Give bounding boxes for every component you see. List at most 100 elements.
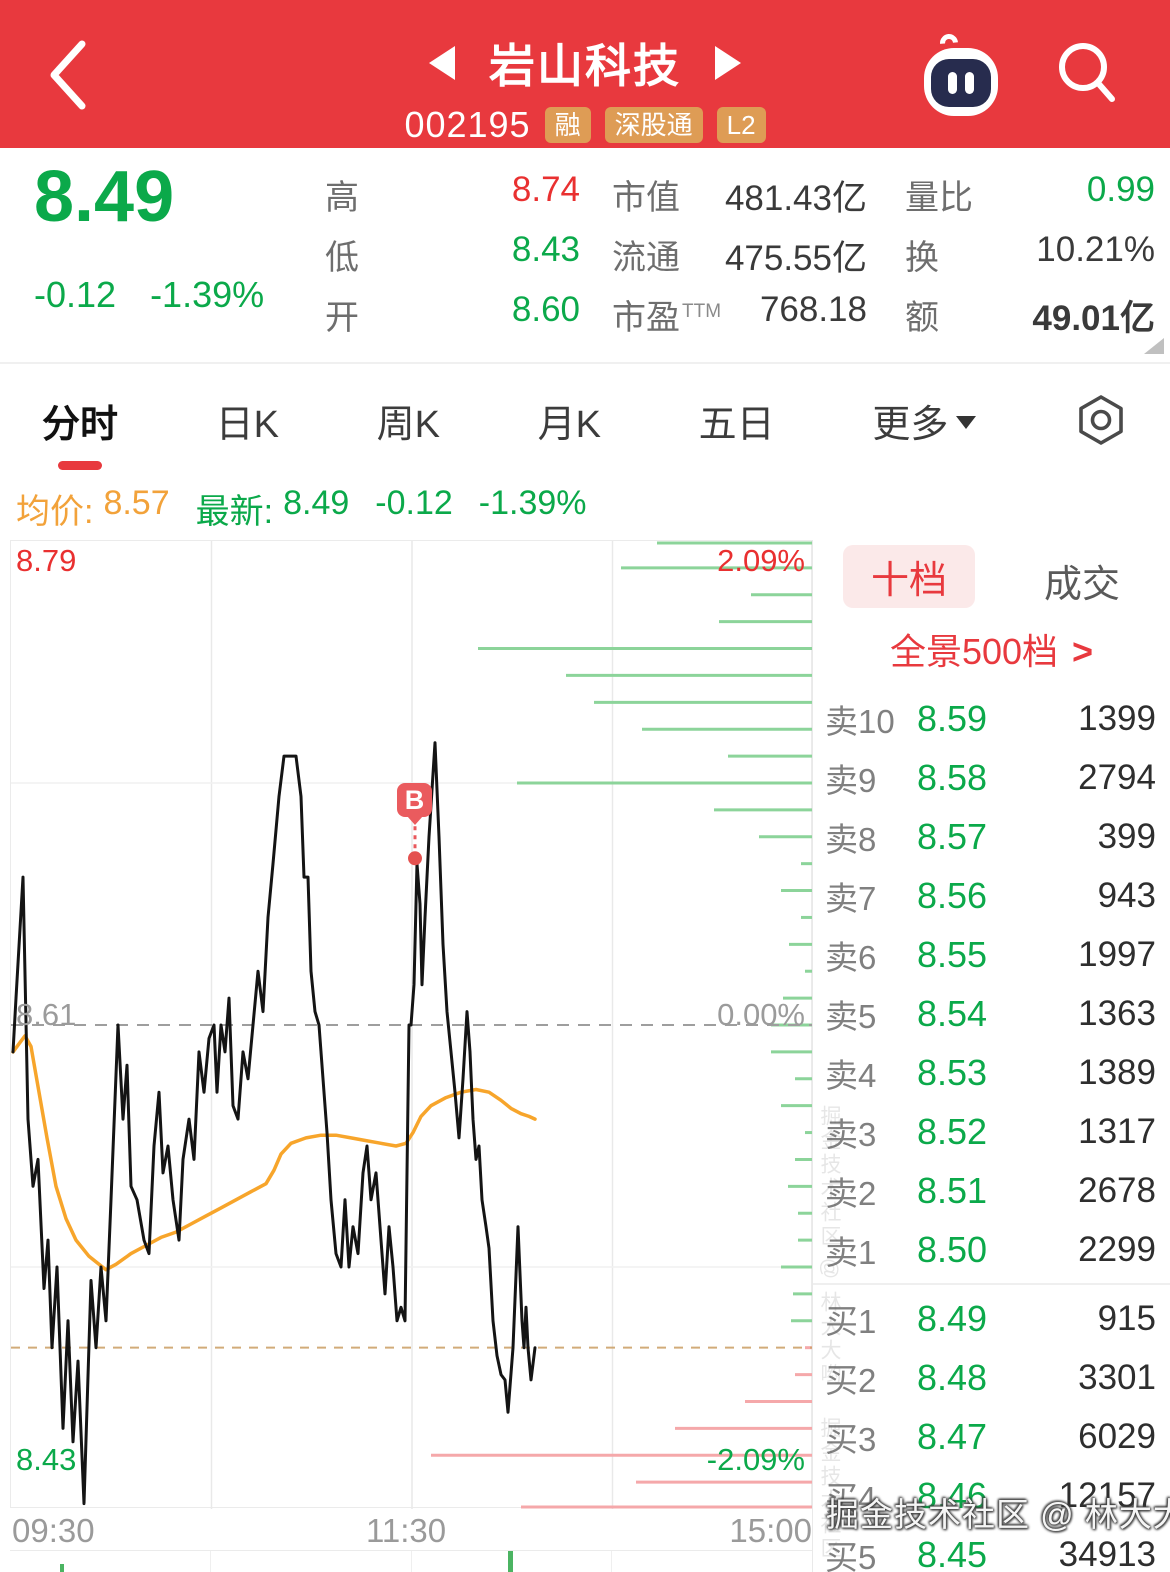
ylabel-high-pct: 2.09% <box>717 543 805 578</box>
order-book-panel: 十档 成交 全景500档 > 卖10 8.59 1399 卖9 8.58 2794 卖8 8.5… <box>812 540 1170 1572</box>
open-label: 开 <box>325 299 359 337</box>
chart-settings-icon[interactable] <box>1074 393 1128 447</box>
expand-stats-handle[interactable] <box>1144 338 1164 354</box>
period-tabs: 分时 日K 周K 月K 五日 更多 <box>0 362 1170 476</box>
intraday-chart[interactable]: 8.79 2.09% 8.61 0.00% 8.43 -2.09% B <box>10 540 813 1509</box>
ylabel-high-price: 8.79 <box>16 543 77 578</box>
ask-level-label: 卖10 <box>825 702 895 740</box>
ask-volume: 2678 <box>1078 1170 1156 1210</box>
bid-row[interactable]: 买2 8.48 3301 <box>813 1348 1170 1407</box>
low-label: 低 <box>325 239 359 277</box>
ask-level-label: 卖4 <box>825 1056 877 1094</box>
ask-volume: 943 <box>1097 875 1156 915</box>
avg-price-text: 均价: 8.57 <box>16 483 170 531</box>
ask-price: 8.50 <box>917 1228 988 1270</box>
top-bar: 岩山科技 002195 融 深股通 L2 <box>0 0 1170 148</box>
time-midday: 11:30 <box>366 1512 447 1549</box>
ask-row[interactable]: 卖3 8.52 1317 <box>813 1102 1170 1161</box>
bid-rows: 买1 8.49 915 买2 8.48 3301 买3 8.47 6029 买4 8.46 12157… <box>813 1289 1170 1572</box>
ask-price: 8.53 <box>917 1051 988 1093</box>
bid-ask-divider <box>813 1283 1170 1285</box>
ask-level-label: 卖7 <box>825 879 877 917</box>
ylabel-mid-price: 8.61 <box>16 997 77 1032</box>
price-change: -0.12 -1.39% <box>34 274 264 316</box>
turnover-value: 10.21% <box>1036 230 1155 269</box>
ask-level-label: 卖1 <box>825 1233 877 1271</box>
assistant-robot-icon[interactable] <box>924 30 998 116</box>
ask-row[interactable]: 卖1 8.50 2299 <box>813 1220 1170 1279</box>
last-price: 8.49 <box>34 157 175 237</box>
ask-volume: 399 <box>1097 816 1156 856</box>
bid-price: 8.49 <box>917 1297 988 1339</box>
ask-level-label: 卖9 <box>825 761 877 799</box>
change-percent: -1.39% <box>150 274 265 315</box>
avg-latest-bar: 均价: 8.57 最新: 8.49 -0.12 -1.39% <box>0 476 1170 540</box>
tab-weekly-k[interactable]: 周K <box>376 403 441 446</box>
title-block: 岩山科技 002195 融 深股通 L2 <box>0 0 1170 146</box>
ask-volume: 1997 <box>1078 934 1156 974</box>
bid-row[interactable]: 买3 8.47 6029 <box>813 1407 1170 1466</box>
ask-row[interactable]: 卖4 8.53 1389 <box>813 1043 1170 1102</box>
ask-level-label: 卖8 <box>825 820 877 858</box>
amount-value: 49.01亿 <box>1032 299 1155 338</box>
ask-row[interactable]: 卖2 8.51 2678 <box>813 1161 1170 1220</box>
ask-row[interactable]: 卖8 8.57 399 <box>813 807 1170 866</box>
bid-price: 8.47 <box>917 1415 988 1457</box>
ask-volume: 2794 <box>1078 757 1156 797</box>
ask-row[interactable]: 卖5 8.54 1363 <box>813 984 1170 1043</box>
ask-row[interactable]: 卖9 8.58 2794 <box>813 748 1170 807</box>
open-value: 8.60 <box>511 290 580 329</box>
ask-price: 8.58 <box>917 756 988 798</box>
ask-level-label: 卖2 <box>825 1174 877 1212</box>
ask-volume: 1317 <box>1078 1111 1156 1151</box>
ask-price: 8.51 <box>917 1169 988 1211</box>
quote-summary: 8.49 -0.12 -1.39% 高 8.74 低 8.43 开 8.60 市值 48… <box>0 148 1170 362</box>
ylabel-mid-pct: 0.00% <box>717 997 805 1032</box>
ask-level-label: 卖5 <box>825 997 877 1035</box>
stock-title: 岩山科技 <box>489 40 681 92</box>
tab-trades[interactable]: 成交 <box>1043 564 1120 606</box>
bid-row[interactable]: 买4 8.46 12157 <box>813 1466 1170 1525</box>
chevron-down-icon <box>956 415 977 429</box>
tab-minute[interactable]: 分时 <box>42 393 118 448</box>
next-stock-arrow-icon[interactable] <box>715 46 741 80</box>
back-button[interactable] <box>42 38 92 112</box>
low-value: 8.43 <box>511 230 580 269</box>
tab-more[interactable]: 更多 <box>872 393 977 448</box>
ask-row[interactable]: 卖7 8.56 943 <box>813 866 1170 925</box>
main-area: 8.79 2.09% 8.61 0.00% 8.43 -2.09% B 09:3… <box>0 540 1170 1572</box>
time-open: 09:30 <box>12 1512 95 1549</box>
mktcap-value: 481.43亿 <box>724 179 867 218</box>
tab-daily-k[interactable]: 日K <box>215 403 280 446</box>
pe-ttm-sup: TTM <box>682 300 722 322</box>
float-value: 475.55亿 <box>724 239 867 278</box>
bid-level-label: 买4 <box>825 1479 877 1517</box>
l2-badge: L2 <box>716 107 766 143</box>
ask-price: 8.54 <box>917 992 988 1034</box>
bid-row[interactable]: 买5 8.45 34913 <box>813 1525 1170 1572</box>
bid-volume: 34913 <box>1058 1534 1156 1572</box>
robot-head <box>924 48 998 116</box>
bid-row[interactable]: 买1 8.49 915 <box>813 1289 1170 1348</box>
bid-price: 8.46 <box>917 1474 988 1516</box>
ask-row[interactable]: 卖10 8.59 1399 <box>813 689 1170 748</box>
tab-monthly-k[interactable]: 月K <box>537 403 602 446</box>
bid-level-label: 买5 <box>825 1538 877 1572</box>
panorama-500-link[interactable]: 全景500档 > <box>889 631 1094 672</box>
ask-volume: 1389 <box>1078 1052 1156 1092</box>
ask-volume: 2299 <box>1078 1229 1156 1269</box>
bid-level-label: 买1 <box>825 1302 877 1340</box>
amount-label: 额 <box>905 299 939 337</box>
high-value: 8.74 <box>511 170 580 209</box>
search-icon[interactable] <box>1056 40 1118 104</box>
bid-volume: 3301 <box>1078 1357 1156 1397</box>
ask-row[interactable]: 卖6 8.55 1997 <box>813 925 1170 984</box>
order-panel-tabs: 十档 成交 <box>813 545 1170 608</box>
volume-pane[interactable] <box>10 1550 812 1572</box>
ask-price: 8.59 <box>917 697 988 739</box>
tab-five-day[interactable]: 五日 <box>698 403 775 446</box>
margin-badge: 融 <box>544 107 591 143</box>
time-axis: 09:30 11:30 15:00 <box>10 1512 812 1549</box>
prev-stock-arrow-icon[interactable] <box>429 46 455 80</box>
tab-depth-10[interactable]: 十档 <box>843 545 976 608</box>
